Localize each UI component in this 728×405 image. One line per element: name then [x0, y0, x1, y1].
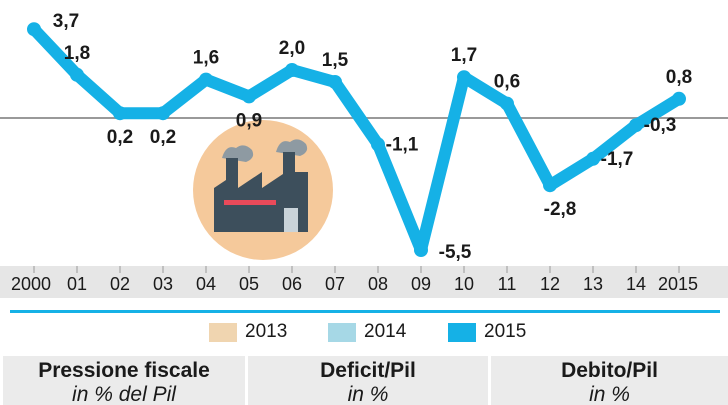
value-label-08: -1,1	[386, 134, 419, 155]
x-axis-band	[0, 266, 728, 298]
x-tick-label-02: 02	[110, 274, 130, 294]
value-label-10: 1,7	[451, 45, 477, 66]
panel-debito-pil: Debito/Pil in %	[491, 356, 728, 405]
line-chart: 3,7 1,8 0,2 0,2 1,6 0,9 2,0 1,5 -1,1 -5,5 1,7 0,6 -2…	[0, 11, 728, 298]
series-line	[28, 23, 685, 256]
value-label-12: -2,8	[544, 199, 577, 220]
value-label-11: 0,6	[494, 72, 520, 93]
value-label-06: 2,0	[279, 38, 305, 59]
panel-title-debito-pil: Debito/Pil	[561, 359, 658, 382]
x-tick-label-09: 09	[411, 274, 431, 294]
panel-pressione-fiscale: Pressione fiscale in % del Pil	[3, 356, 245, 405]
value-label-14: -0,3	[644, 115, 677, 136]
factory-icon	[193, 120, 333, 260]
x-tick-label-2015: 2015	[658, 274, 698, 294]
legend-label-2013: 2013	[245, 321, 288, 342]
x-tick-label-07: 07	[325, 274, 345, 294]
value-label-03: 0,2	[150, 127, 176, 148]
value-label-13: -1,7	[601, 149, 634, 170]
x-tick-label-08: 08	[368, 274, 388, 294]
panel-title-pressione-fiscale: Pressione fiscale	[38, 359, 210, 382]
data-point-2015	[672, 91, 686, 106]
data-point-08	[371, 137, 385, 152]
data-point-07	[328, 75, 342, 89]
data-point-2000	[27, 22, 41, 37]
x-tick-label-2000: 2000	[11, 274, 51, 294]
legend-swatch-2015	[448, 322, 476, 342]
x-tick-label-12: 12	[540, 274, 560, 294]
legend-item-2013: 2013	[209, 320, 287, 344]
value-label-07: 1,5	[322, 50, 349, 71]
legend-swatch-2014	[328, 322, 356, 342]
value-label-01: 1,8	[64, 43, 90, 64]
data-point-02	[113, 106, 127, 121]
data-point-06	[285, 63, 299, 77]
value-label-09: -5,5	[439, 242, 472, 263]
data-point-09	[414, 243, 428, 257]
legend-label-2015: 2015	[484, 321, 527, 342]
data-point-10	[457, 70, 471, 85]
value-label-04: 1,6	[193, 48, 219, 69]
data-point-04	[199, 72, 213, 87]
x-tick-label-04: 04	[196, 274, 216, 294]
x-tick-label-03: 03	[153, 274, 173, 294]
value-label-2000: 3,7	[53, 11, 79, 32]
legend-swatch-2013	[209, 322, 237, 342]
data-point-12	[543, 178, 557, 193]
x-tick-label-05: 05	[239, 274, 259, 294]
x-tick-label-10: 10	[454, 274, 474, 294]
legend: 2013 2014 2015	[0, 316, 728, 350]
panel-subtitle-deficit-pil: in %	[347, 383, 389, 405]
value-label-02: 0,2	[107, 127, 133, 148]
panel-title-deficit-pil: Deficit/Pil	[320, 359, 416, 382]
factory-door	[284, 208, 298, 232]
factory-window-strip	[224, 200, 276, 205]
x-tick-label-01: 01	[67, 274, 87, 294]
legend-label-2014: 2014	[364, 321, 407, 342]
value-label-2015: 0,8	[666, 67, 692, 88]
legend-item-2014: 2014	[328, 320, 406, 344]
data-point-05	[242, 89, 256, 104]
value-label-05: 0,9	[236, 110, 262, 131]
legend-item-2015: 2015	[448, 320, 526, 344]
data-point-01	[70, 67, 84, 82]
x-tick-label-13: 13	[583, 274, 603, 294]
data-point-11	[500, 96, 514, 111]
panel-subtitle-debito-pil: in %	[589, 383, 630, 405]
legend-divider	[10, 310, 720, 313]
data-point-14	[629, 118, 643, 133]
factory-smoke-icon	[222, 139, 308, 162]
panel-subtitle-pressione-fiscale: in % del Pil	[72, 383, 176, 405]
x-tick-label-06: 06	[282, 274, 302, 294]
x-tick-label-11: 11	[498, 274, 517, 294]
panel-deficit-pil: Deficit/Pil in %	[248, 356, 488, 405]
data-point-03	[156, 106, 170, 121]
x-tick-label-14: 14	[626, 274, 646, 294]
data-point-13	[586, 151, 600, 166]
